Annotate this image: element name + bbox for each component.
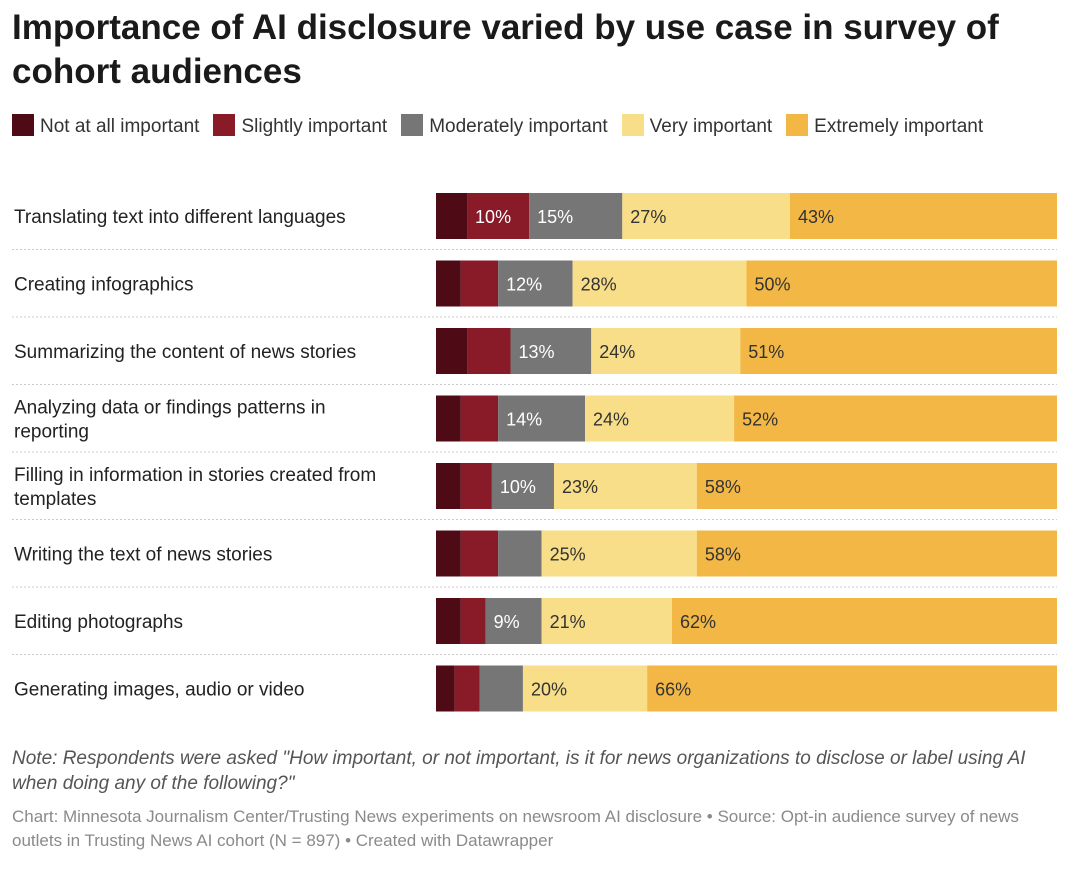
legend-item: Not at all important [12,114,200,137]
bar-segment [467,328,511,374]
bar-segment [746,260,1057,307]
category-label: Filling in information in stories create… [14,465,376,510]
legend-label: Extremely important [814,116,984,137]
data-label: 15% [537,207,573,227]
bar-segment [436,328,468,374]
bar-segment [436,260,461,307]
bar-segment [454,665,480,712]
bar-segment [498,530,542,577]
data-label: 28% [581,275,617,295]
legend: Not at all important Slightly important Mo… [12,112,1052,141]
bar-segment [498,260,573,307]
data-label: 43% [798,207,834,227]
bar-segment [529,193,623,239]
legend-label: Slightly important [241,116,388,137]
bar-segment [436,463,461,509]
legend-swatch [12,114,34,136]
chart-note: Note: Respondents were asked "How import… [12,748,1026,794]
bar-segment [591,328,741,374]
bar-segment [553,463,697,509]
category-label: Analyzing data or findings patterns in re… [14,398,326,443]
bar-segment [491,463,554,509]
bar-segment [734,395,1057,442]
bar-segment [479,665,523,712]
data-label: 58% [705,477,741,497]
bar-segment [485,598,542,644]
data-label: 51% [748,342,784,362]
bar-segment [460,463,492,509]
category-label: Generating images, audio or video [14,680,304,701]
bar-segment [647,665,1057,712]
data-label: 9% [494,612,520,632]
bar-chart: Translating text into different language… [12,193,1057,712]
bar-segment [436,598,461,644]
data-label: 21% [550,612,586,632]
bar-segment [460,395,499,442]
bar-segment [740,328,1057,374]
category-label: Summarizing the content of news stories [14,342,356,363]
bar-segment [585,395,735,442]
bar-segment [467,193,530,239]
data-label: 58% [705,545,741,565]
data-label: 24% [599,342,635,362]
data-label: 10% [475,207,511,227]
bar-segment [436,665,455,712]
data-label: 25% [550,545,586,565]
data-label: 20% [531,680,567,700]
data-label: 12% [506,275,542,295]
bar-segment [541,598,672,644]
legend-item: Slightly important [213,114,388,137]
data-label: 24% [593,410,629,430]
bar-segment [671,598,1057,644]
bar-segment [460,260,499,307]
legend-swatch [621,114,644,136]
legend-item: Moderately important [401,114,608,137]
data-label: 66% [655,680,691,700]
bar-segment [510,328,592,374]
data-label: 23% [562,477,598,497]
category-label: Creating infographics [14,275,194,296]
data-label: 10% [500,477,536,497]
chart-title: Importance of AI disclosure varied by us… [12,8,999,91]
bar-segment [436,530,461,577]
data-label: 14% [506,410,542,430]
bar-segment [541,530,697,577]
data-label: 52% [742,410,778,430]
bar-segment [436,395,461,442]
bar-segment [622,193,790,239]
data-label: 62% [680,612,716,632]
bar-segment [460,598,486,644]
category-label: Editing photographs [14,612,183,633]
bar-segment [498,395,586,442]
data-label: 13% [519,342,555,362]
legend-item: Extremely important [786,114,984,137]
legend-swatch [213,114,236,136]
bar-segment [460,530,499,577]
legend-label: Moderately important [429,116,608,137]
category-label: Translating text into different language… [14,207,346,228]
bar-segment [436,193,468,239]
bar-segment [696,463,1057,509]
bar-segment [572,260,747,307]
bar-segment [789,193,1057,239]
bar-segment [522,665,648,712]
legend-item: Very important [621,114,773,137]
bar-segment [696,530,1057,577]
legend-swatch [786,114,809,136]
legend-label: Not at all important [40,116,200,137]
legend-label: Very important [649,116,773,137]
chart-source: Chart: Minnesota Journalism Center/Trust… [12,807,1019,850]
legend-swatch [401,114,424,136]
data-label: 50% [755,275,791,295]
category-label: Writing the text of news stories [14,545,272,566]
data-label: 27% [630,207,666,227]
